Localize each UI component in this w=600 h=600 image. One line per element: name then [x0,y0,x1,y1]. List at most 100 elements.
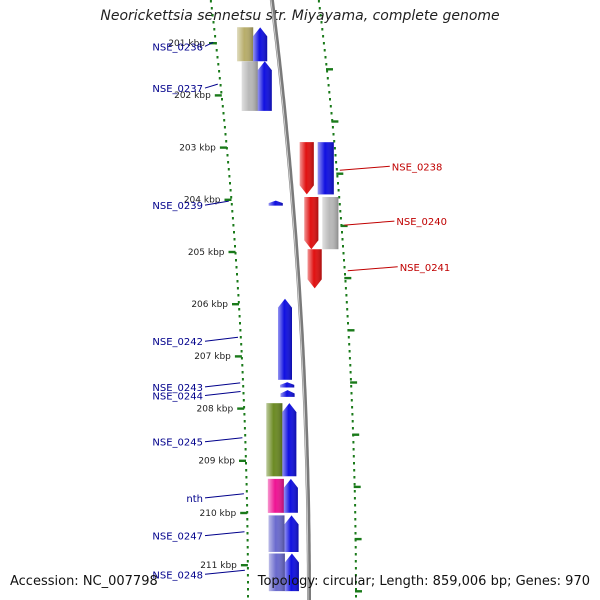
outer-tick-mark [326,68,333,71]
outer-ring-dot [353,483,356,486]
outer-ring-dot [331,119,334,122]
gene-arrow-shade [280,390,295,397]
outer-ring-dot [348,343,351,346]
gene-leader-line [204,391,241,397]
gene-leader-line [204,531,245,537]
inner-ring-dot [245,476,248,479]
outer-ring-dot [354,518,357,521]
inner-ring-dot [245,469,248,472]
gene-arrow-shade [253,27,268,62]
outer-ring-dot [346,308,349,311]
inner-ring-dot [242,392,245,395]
kbp-tick-mark [237,407,245,410]
gene-leader-line [204,382,241,388]
kbp-tick-label: 203 kbp [179,143,216,153]
outer-ring-dot [326,70,329,73]
cog-track [237,27,339,592]
gene-label: NSE_0243 [152,383,203,394]
gene-arrow-shade [304,196,319,250]
outer-ring-dot [331,126,334,129]
kbp-labels: 201 kbp 202 kbp 203 kbp 204 kbp 205 kbp 206 k… [168,39,237,571]
outer-ring-dot [344,273,346,276]
gene-label: NSE_0240 [396,217,447,228]
kbp-tick-mark [219,146,227,149]
inner-ring-dot [237,301,240,304]
kbp-tick-mark [240,564,248,567]
inner-ring-dot [246,504,249,507]
inner-ring-dot [224,133,227,136]
inner-ring-dot [241,371,244,374]
gene-leader-line [347,266,398,272]
outer-ring-dot [352,441,355,444]
inner-ring-dot [245,497,248,500]
outer-tick-mark [350,381,358,384]
outer-ring-dot [350,399,353,402]
kbp-tick-mark [232,303,239,306]
gene-label: NSE_0241 [400,263,451,274]
outer-ring-dot [330,112,333,115]
outer-tick-mark [354,537,362,541]
gene-arrow-shade [284,553,299,592]
outer-tick-mark [355,590,362,593]
outer-ring-dot [319,14,322,17]
kbp-tick-mark [214,94,222,97]
inner-ring-dot [211,14,214,17]
inner-ring-dot [243,413,246,416]
gene-label: NSE_0242 [152,337,203,348]
cog-block-shade [237,27,254,62]
inner-ring-dot [244,434,247,437]
inner-ring-dot [223,126,226,129]
outer-ring-dot [348,350,351,353]
inner-ring-dot [242,399,245,402]
outer-ring-dot [332,133,335,136]
outer-ring-dot [333,147,336,150]
cog-block-shade [317,142,334,195]
kbp-tick-mark [234,355,242,358]
inner-ring-dot [246,518,249,521]
outer-tick-ring [317,0,362,598]
inner-ring-dot [232,224,235,227]
gene-arrow-shade [282,403,297,477]
outer-ring-dot [355,588,357,591]
inner-ring-dot [229,182,231,185]
outer-ring-dot [352,455,355,458]
outer-ring-dot [347,322,349,325]
cog-block-shade [268,553,285,592]
outer-ring-dot [338,196,341,199]
outer-ring-dot [339,210,342,213]
gene-arrow-shade [307,249,322,289]
outer-ring-dot [320,21,323,24]
outer-ring-dot [324,56,327,59]
inner-ring-dot [246,525,249,528]
inner-ring-dot [226,154,229,157]
outer-ring-dot [353,476,356,479]
inner-ring-dot [237,294,240,297]
kbp-tick-mark [239,459,246,462]
outer-ring-dot [350,392,353,395]
inner-ring-dot [244,448,247,451]
kbp-tick-label: 202 kbp [174,91,211,101]
gene-arrow-shade [277,298,292,380]
outer-ring-dot [338,203,341,206]
outer-ring-dot [328,91,331,94]
outer-ring-dot [343,259,345,262]
outer-ring-dot [334,154,337,157]
outer-tick-mark [344,276,352,280]
inner-ring-dot [220,91,223,94]
outer-ring-dot [333,140,336,143]
inner-ring-dot [244,441,247,444]
outer-ring-dot [353,490,356,493]
outer-ring-dot [352,448,355,451]
outer-ring-dot [325,63,328,66]
inner-ring-dot [243,427,246,430]
gene-leader-line [204,83,218,89]
outer-ring-dot [354,525,357,528]
outer-ring-dot [348,357,351,360]
gene-leader-line [204,200,229,206]
inner-ring-dot [247,588,249,591]
inner-ring-dot [234,245,236,248]
inner-ring-dot [236,287,239,290]
outer-ring-dot [355,595,357,598]
inner-ring-dot [244,455,247,458]
